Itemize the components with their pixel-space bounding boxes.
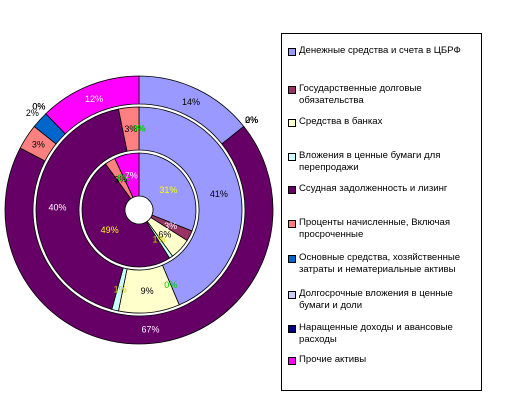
data-label-ring2-8: 0% [132, 124, 145, 134]
legend-swatch [288, 325, 296, 333]
legend: Денежные средства и счета в ЦБРФ Государс… [281, 33, 482, 391]
data-label-ring3-2: 0% [245, 115, 258, 125]
data-label-ring1-2: 3% [164, 221, 177, 231]
data-label-ring1-4: 1% [152, 234, 165, 244]
data-label-ring2-9: 0% [132, 124, 145, 134]
data-label-ring2-2: 0% [164, 280, 177, 290]
data-label-ring2-3: 9% [141, 286, 154, 296]
legend-label: Долгосрочные вложения в ценные бумаги и … [299, 288, 453, 311]
legend-label: Наращенные доходы и авансовые расходы [299, 322, 453, 345]
data-label-ring2-7: 0% [132, 124, 145, 134]
data-label-ring3-4: 0% [245, 115, 258, 125]
legend-swatch [288, 153, 296, 161]
data-label-ring2-5: 40% [49, 202, 67, 212]
data-label-ring2-6: 3% [124, 124, 137, 134]
legend-label: Ссудная задолженность и лизинг [299, 183, 448, 194]
legend-label: Вложения в ценные бумаги для перепродажи [299, 150, 441, 173]
data-label-ring1-7: 0% [117, 173, 130, 183]
data-label-ring2-1: 41% [210, 189, 228, 199]
legend-label: Проценты начисленные, Включая просроченн… [299, 217, 451, 240]
data-label-ring3-9: 0% [32, 102, 45, 112]
data-label-ring1-9: 0% [117, 173, 130, 183]
legend-swatch [288, 86, 296, 94]
slice-ring2-5 [35, 108, 128, 310]
data-label-ring3-1: 14% [182, 97, 200, 107]
data-label-ring3-3: 2% [245, 115, 258, 125]
data-label-ring3-7: 2% [26, 108, 39, 118]
legend-label: Прочие активы [299, 354, 367, 365]
legend-swatch [288, 48, 296, 56]
slice-ring1-10 [114, 152, 140, 198]
slice-ring1-5 [81, 163, 171, 268]
data-label-ring1-10: 7% [125, 170, 138, 180]
data-label-ring1-3: 6% [158, 229, 171, 239]
slice-ring2-1 [138, 106, 243, 306]
legend-label: Государственные долговые обязательства [299, 83, 422, 106]
legend-label: Денежные средства и счета в ЦБРФ [299, 45, 461, 56]
data-label-ring1-1: 31% [159, 185, 177, 195]
data-label-ring3-10: 12% [85, 94, 103, 104]
slice-ring1-1 [138, 152, 197, 232]
legend-swatch [288, 357, 296, 365]
data-label-ring3-8: 0% [32, 102, 45, 112]
legend-swatch [288, 255, 296, 263]
data-label-ring2-4: 1% [114, 284, 127, 294]
slice-ring3-10 [45, 75, 140, 135]
data-label-ring2-10: 0% [132, 124, 145, 134]
data-label-ring3-5: 67% [142, 324, 160, 334]
legend-swatch [288, 119, 296, 127]
slice-ring2-6 [118, 106, 140, 152]
donut-chart: 31%3%6%1%49%3%0%0%0%7%41%0%9%1%40%3%0%0%… [4, 75, 274, 345]
data-label-ring1-8: 0% [117, 173, 130, 183]
data-label-ring3-6: 3% [32, 140, 45, 150]
data-label-ring1-5: 49% [101, 225, 119, 235]
legend-label: Основные средства, хозяйственные затраты… [299, 252, 461, 275]
data-label-ring1-6: 3% [114, 174, 127, 184]
slice-ring3-5 [4, 125, 274, 345]
legend-swatch [288, 220, 296, 228]
legend-label: Средства в банках [299, 116, 383, 127]
legend-swatch [288, 186, 296, 194]
legend-swatch [288, 291, 296, 299]
